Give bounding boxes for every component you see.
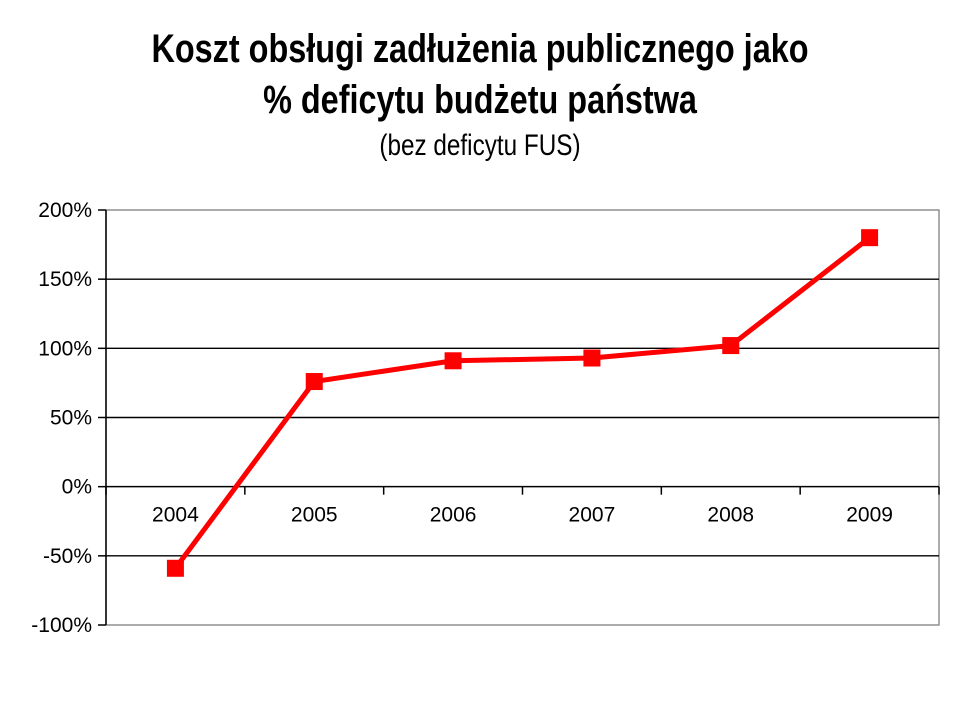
- x-axis-label: 2006: [430, 504, 477, 527]
- chart-title-line-1: Koszt obsługi zadłużenia publicznego jak…: [151, 27, 809, 71]
- data-line: [173, 235, 872, 570]
- chart-subtitle: (bez deficytu FUS): [379, 129, 581, 162]
- y-axis-label: 200%: [38, 199, 92, 222]
- x-axis-label: 2009: [846, 504, 893, 527]
- data-point-marker: [722, 337, 740, 355]
- chart-title-line-2: % deficytu budżetu państwa: [263, 78, 697, 122]
- x-axis-label: 2004: [152, 504, 199, 527]
- x-axis-label: 2008: [707, 504, 754, 527]
- chart-title-block: Koszt obsługi zadłużenia publicznego jak…: [91, 24, 869, 166]
- data-point-marker: [861, 229, 879, 247]
- data-point-marker: [444, 352, 462, 370]
- y-axis-label: 150%: [38, 268, 92, 291]
- data-point-marker: [305, 373, 323, 391]
- y-axis-label: 100%: [38, 337, 92, 360]
- x-axis-label: 2005: [291, 504, 338, 527]
- x-axis-label: 2007: [569, 504, 616, 527]
- data-point-marker: [583, 349, 601, 367]
- data-point-marker: [166, 559, 184, 577]
- y-axis-label: -100%: [31, 614, 92, 637]
- y-axis-label: 0%: [62, 476, 92, 499]
- y-axis-label: 50%: [50, 407, 92, 430]
- y-axis-label: -50%: [43, 545, 92, 568]
